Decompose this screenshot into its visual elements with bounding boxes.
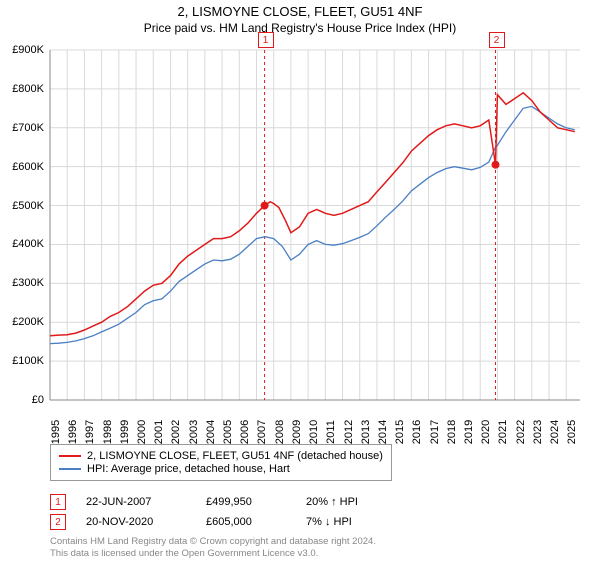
footer-attribution: Contains HM Land Registry data © Crown c… (50, 536, 376, 560)
x-tick-label: 2001 (153, 420, 165, 444)
legend: 2, LISMOYNE CLOSE, FLEET, GU51 4NF (deta… (50, 444, 392, 481)
legend-item: HPI: Average price, detached house, Hart (59, 463, 383, 475)
y-axis-labels: £0£100K£200K£300K£400K£500K£600K£700K£80… (0, 50, 48, 400)
y-tick-label: £300K (12, 277, 44, 289)
sale-marker-label: 1 (258, 32, 274, 48)
x-tick-label: 2007 (256, 420, 268, 444)
sale-date: 22-JUN-2007 (86, 496, 206, 508)
x-tick-label: 2011 (325, 420, 337, 444)
x-tick-label: 2010 (308, 420, 320, 444)
y-tick-label: £500K (12, 200, 44, 212)
chart-title: 2, LISMOYNE CLOSE, FLEET, GU51 4NF (0, 4, 600, 19)
x-tick-label: 1995 (50, 420, 62, 444)
x-tick-label: 2009 (291, 420, 303, 444)
y-tick-label: £700K (12, 122, 44, 134)
legend-label: 2, LISMOYNE CLOSE, FLEET, GU51 4NF (deta… (87, 450, 383, 462)
x-tick-label: 1999 (119, 420, 131, 444)
chart-plot-area (50, 50, 580, 400)
x-tick-label: 2014 (377, 420, 389, 444)
legend-label: HPI: Average price, detached house, Hart (87, 463, 290, 475)
sale-date: 20-NOV-2020 (86, 516, 206, 528)
x-tick-label: 2021 (497, 420, 509, 444)
x-tick-label: 2013 (360, 420, 372, 444)
sales-table: 1 22-JUN-2007£499,95020% ↑ HPI 2 20-NOV-202… (50, 490, 406, 534)
x-tick-label: 2016 (411, 420, 423, 444)
x-tick-label: 2005 (222, 420, 234, 444)
x-tick-label: 2008 (274, 420, 286, 444)
x-tick-label: 2012 (343, 420, 355, 444)
x-tick-label: 2002 (170, 420, 182, 444)
x-tick-label: 1998 (102, 420, 114, 444)
sale-number-box: 2 (50, 514, 66, 530)
x-tick-label: 2000 (136, 420, 148, 444)
x-tick-label: 2018 (446, 420, 458, 444)
x-tick-label: 1997 (84, 420, 96, 444)
sale-hpi-diff: 20% ↑ HPI (306, 496, 406, 508)
x-tick-label: 2004 (205, 420, 217, 444)
sale-row: 1 22-JUN-2007£499,95020% ↑ HPI (50, 494, 406, 510)
sale-marker-label: 2 (489, 32, 505, 48)
legend-item: 2, LISMOYNE CLOSE, FLEET, GU51 4NF (deta… (59, 450, 383, 462)
x-tick-label: 2025 (566, 420, 578, 444)
x-tick-label: 2003 (188, 420, 200, 444)
x-tick-label: 2020 (480, 420, 492, 444)
x-tick-label: 2006 (239, 420, 251, 444)
x-tick-label: 2023 (532, 420, 544, 444)
x-tick-label: 1996 (67, 420, 79, 444)
x-tick-label: 2022 (515, 420, 527, 444)
sale-number-box: 1 (50, 494, 66, 510)
x-axis-labels: 1995 1996 1997 1998 1999 2000 2001 2002 2003 2004… (50, 402, 580, 442)
y-tick-label: £600K (12, 161, 44, 173)
x-tick-label: 2024 (549, 420, 561, 444)
sale-hpi-diff: 7% ↓ HPI (306, 516, 406, 528)
y-tick-label: £100K (12, 355, 44, 367)
chart-subtitle: Price paid vs. HM Land Registry's House … (0, 21, 600, 35)
x-tick-label: 2019 (463, 420, 475, 444)
y-tick-label: £0 (32, 394, 44, 406)
y-tick-label: £800K (12, 83, 44, 95)
sale-price: £605,000 (206, 516, 306, 528)
y-tick-label: £200K (12, 316, 44, 328)
y-tick-label: £900K (12, 44, 44, 56)
sale-price: £499,950 (206, 496, 306, 508)
sale-row: 2 20-NOV-2020£605,0007% ↓ HPI (50, 514, 406, 530)
x-tick-label: 2017 (429, 420, 441, 444)
x-tick-label: 2015 (394, 420, 406, 444)
legend-swatch (59, 455, 81, 457)
y-tick-label: £400K (12, 238, 44, 250)
legend-swatch (59, 468, 81, 470)
